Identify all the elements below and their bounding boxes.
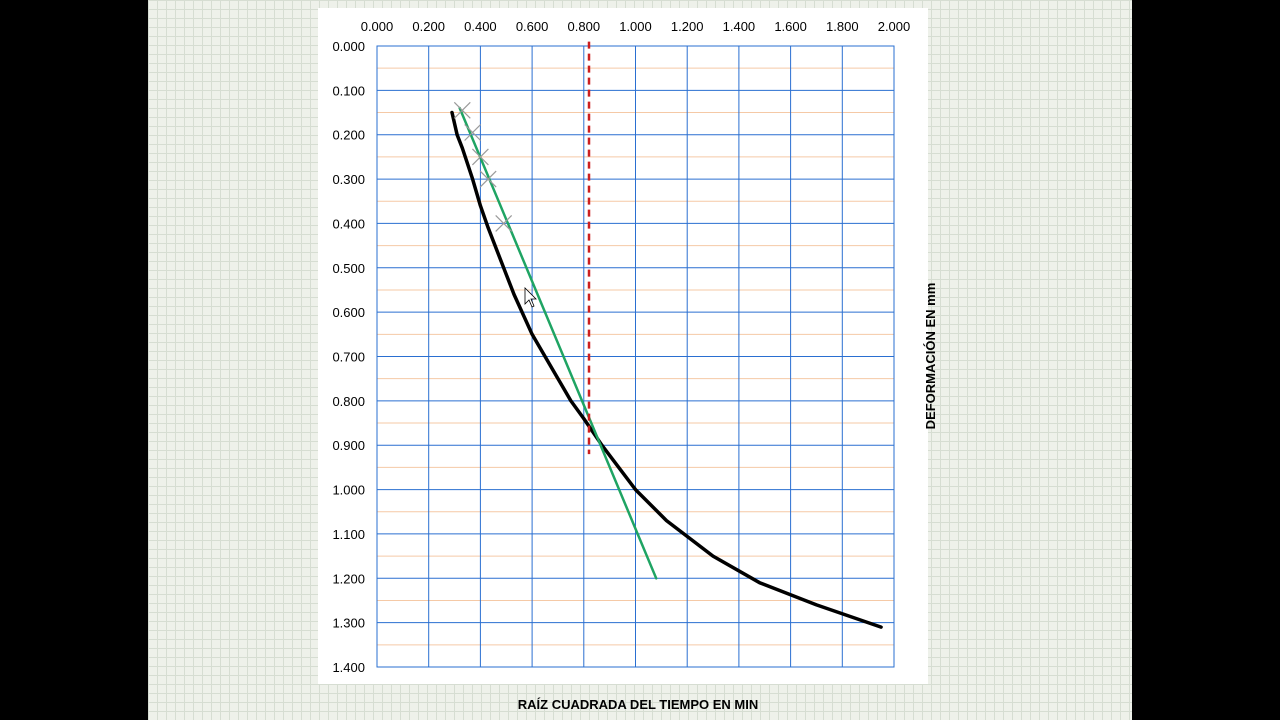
x-tick-label: 1.200: [671, 19, 704, 34]
marker-stroke: [495, 215, 513, 232]
y-tick-label: 0.800: [332, 394, 365, 409]
y-tick-label: 1.200: [332, 571, 365, 586]
consolidation-curve-line: [450, 110, 883, 629]
marker-layer: [453, 101, 513, 232]
data-point-marker: [479, 170, 497, 188]
marker-stroke: [453, 101, 471, 119]
y-tick-label: 0.100: [332, 83, 365, 98]
x-tick-label: 0.800: [568, 19, 601, 34]
data-point-marker: [495, 215, 513, 232]
y-tick-label: 1.100: [332, 527, 365, 542]
x-tick-label: 0.400: [464, 19, 497, 34]
y-tick-label: 0.700: [332, 350, 365, 365]
y-tick-label: 0.900: [332, 438, 365, 453]
x-tick-label: 2.000: [878, 19, 911, 34]
y-tick-label: 1.400: [332, 660, 365, 675]
data-point-marker: [471, 148, 489, 166]
mouse-cursor: [524, 287, 537, 308]
x-tick-label: 1.600: [774, 19, 807, 34]
cursor-arrow-icon: [524, 287, 537, 308]
chart-area: [318, 8, 928, 684]
y-tick-label: 1.300: [332, 616, 365, 631]
y-tick-label: 0.000: [332, 39, 365, 54]
y-tick-label: 0.300: [332, 172, 365, 187]
y-tick-label: 0.400: [332, 216, 365, 231]
y-tick-label: 0.500: [332, 261, 365, 276]
series-layer: [450, 41, 883, 629]
x-tick-label: 0.600: [516, 19, 549, 34]
data-point-marker: [453, 101, 471, 119]
data-point-marker: [464, 124, 482, 141]
x-tick-label: 1.800: [826, 19, 859, 34]
y-tick-label: 0.200: [332, 128, 365, 143]
major-gridlines: [376, 45, 895, 668]
y-axis-title: DEFORMACIÓN EN mm: [923, 283, 938, 430]
marker-stroke: [479, 170, 497, 188]
x-axis-ticks: 0.000 0.200 0.400 0.600 0.800 1.000 1.200 1.400…: [361, 19, 911, 34]
x-tick-label: 1.000: [619, 19, 652, 34]
x-tick-label: 0.000: [361, 19, 394, 34]
marker-stroke: [471, 148, 489, 166]
x-tick-label: 1.400: [723, 19, 756, 34]
plot-frame: [376, 45, 895, 668]
x-tick-label: 0.200: [412, 19, 445, 34]
y-axis-ticks: 0.000 0.100 0.200 0.300 0.400 0.500 0.600 0.700…: [332, 39, 365, 675]
y-tick-label: 1.000: [332, 483, 365, 498]
tangent-line: [458, 106, 658, 580]
y-tick-label: 0.600: [332, 305, 365, 320]
x-axis-title: RAÍZ CUADRADA DEL TIEMPO EN MIN: [518, 697, 759, 712]
marker-stroke: [464, 124, 482, 141]
